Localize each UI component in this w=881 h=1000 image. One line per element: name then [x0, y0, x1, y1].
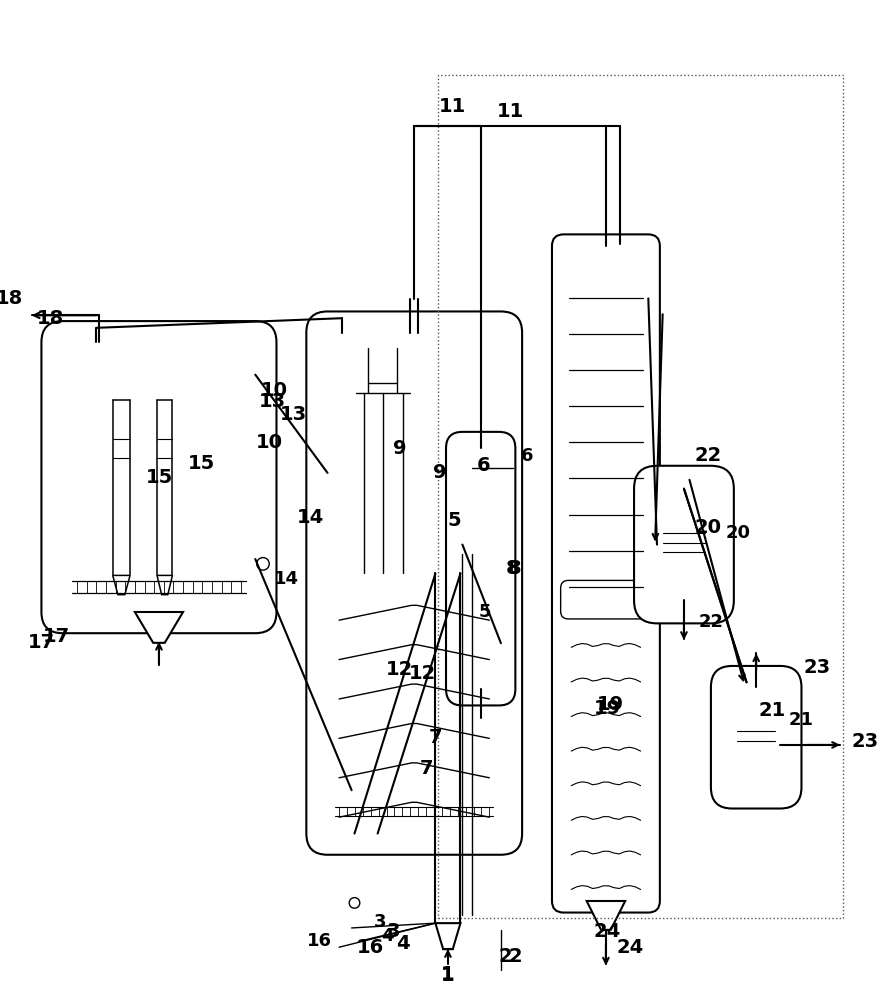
- Text: 18: 18: [0, 289, 23, 308]
- Text: 4: 4: [396, 934, 410, 953]
- FancyBboxPatch shape: [446, 432, 515, 705]
- FancyBboxPatch shape: [634, 466, 734, 623]
- Text: 19: 19: [593, 699, 620, 718]
- Text: 2: 2: [499, 947, 513, 966]
- Text: 10: 10: [256, 433, 283, 452]
- Text: 16: 16: [307, 932, 332, 950]
- Text: 20: 20: [694, 518, 722, 537]
- Text: 1: 1: [441, 966, 455, 985]
- Text: 8: 8: [506, 559, 519, 578]
- Text: 2: 2: [508, 947, 522, 966]
- Text: 1: 1: [441, 965, 455, 984]
- Text: 11: 11: [497, 102, 523, 121]
- Text: 10: 10: [261, 381, 288, 400]
- Text: 18: 18: [36, 309, 63, 328]
- Text: 14: 14: [297, 508, 324, 527]
- Bar: [439, 75, 843, 918]
- Text: 19: 19: [596, 695, 624, 714]
- Text: 21: 21: [789, 711, 814, 729]
- Text: 22: 22: [694, 446, 722, 465]
- FancyBboxPatch shape: [307, 311, 522, 855]
- Text: 23: 23: [803, 658, 831, 677]
- Text: 6: 6: [477, 456, 491, 475]
- Polygon shape: [135, 612, 183, 643]
- Text: 3: 3: [374, 913, 387, 931]
- Text: 5: 5: [448, 511, 462, 530]
- Text: 11: 11: [439, 97, 466, 116]
- Polygon shape: [435, 923, 461, 949]
- Text: 9: 9: [433, 463, 447, 482]
- Text: 17: 17: [42, 627, 70, 646]
- Text: 12: 12: [410, 664, 436, 683]
- Text: 7: 7: [420, 759, 433, 778]
- Text: 14: 14: [274, 570, 299, 588]
- Text: 24: 24: [617, 938, 644, 957]
- FancyBboxPatch shape: [41, 321, 277, 633]
- Text: 13: 13: [280, 405, 307, 424]
- Text: 23: 23: [851, 732, 878, 751]
- Text: 24: 24: [593, 922, 620, 941]
- Polygon shape: [157, 575, 173, 595]
- FancyBboxPatch shape: [560, 580, 651, 619]
- Text: 15: 15: [188, 454, 215, 473]
- Text: 17: 17: [28, 633, 55, 652]
- Text: 22: 22: [699, 613, 723, 631]
- Text: 3: 3: [386, 922, 400, 941]
- Text: 9: 9: [393, 439, 406, 458]
- FancyBboxPatch shape: [711, 666, 802, 809]
- FancyBboxPatch shape: [552, 234, 660, 913]
- Text: 8: 8: [507, 559, 522, 578]
- Text: 5: 5: [478, 603, 491, 621]
- Text: 4: 4: [381, 927, 394, 945]
- Text: 21: 21: [759, 701, 786, 720]
- Text: 7: 7: [429, 728, 442, 747]
- Text: 20: 20: [725, 524, 751, 542]
- Text: 15: 15: [145, 468, 173, 487]
- Polygon shape: [113, 575, 130, 595]
- Text: 12: 12: [386, 660, 413, 679]
- Text: 13: 13: [259, 392, 286, 411]
- Text: 6: 6: [521, 447, 533, 465]
- Polygon shape: [587, 901, 626, 930]
- Text: 16: 16: [358, 938, 384, 957]
